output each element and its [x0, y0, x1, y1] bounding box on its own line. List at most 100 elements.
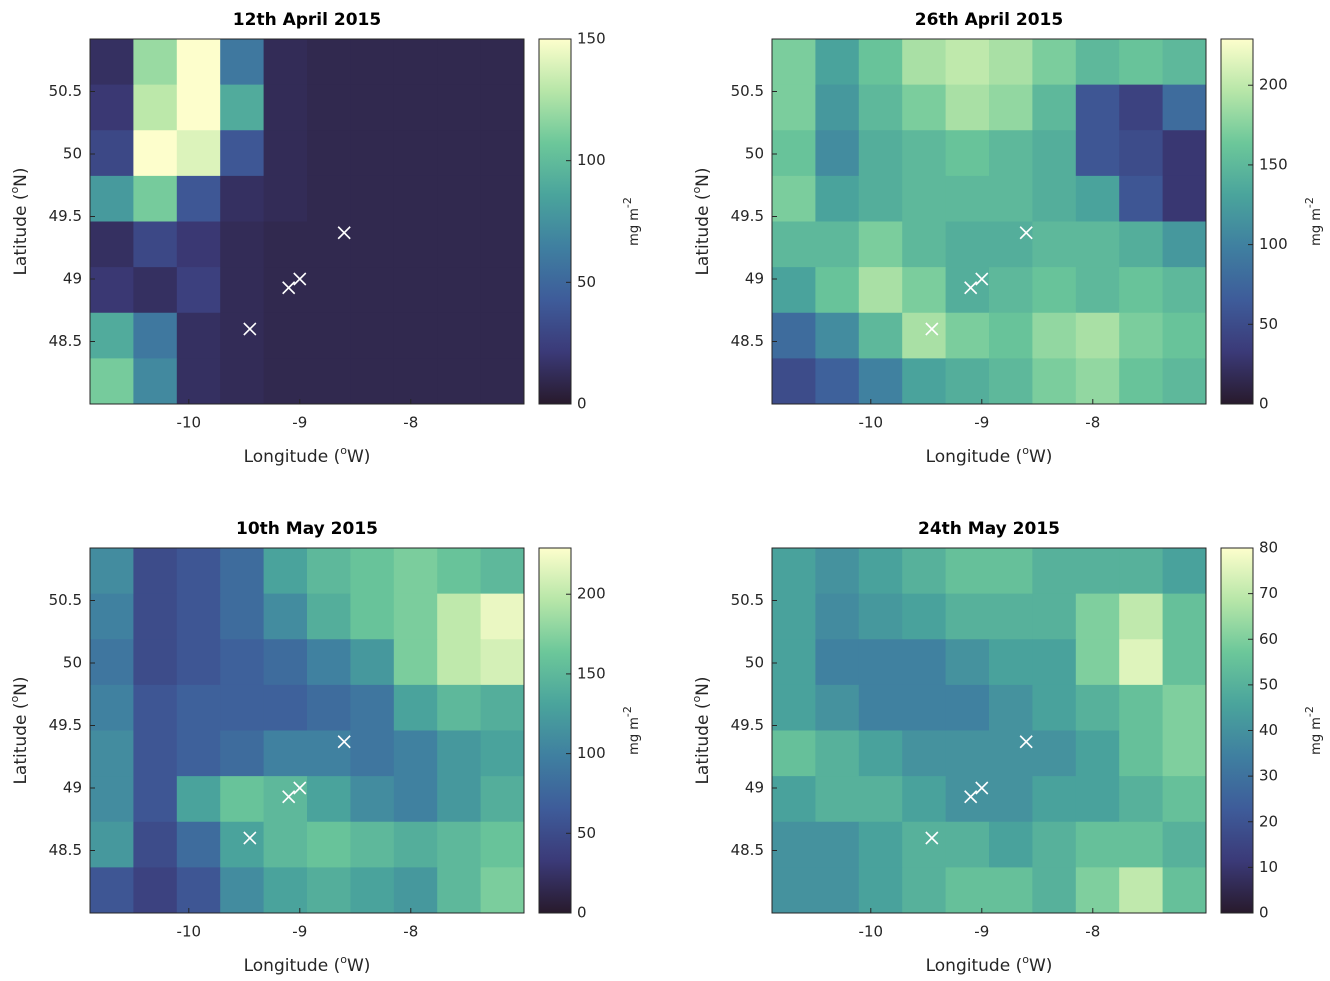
heatmap-cell [437, 730, 482, 777]
heatmap-cell [133, 730, 178, 777]
heatmap-cell [393, 639, 438, 686]
heatmap-cell [133, 548, 178, 595]
heatmap-cell [437, 358, 482, 405]
heatmap-cell [945, 730, 990, 777]
y-axis-label-part: o [690, 696, 703, 703]
heatmap-cell [307, 221, 351, 268]
heatmap-cell [945, 684, 990, 731]
heatmap-cell [815, 593, 860, 640]
heatmap-cell [1162, 358, 1207, 405]
x-axis-label-part: W) [347, 956, 370, 976]
heatmap-cell [772, 730, 816, 777]
heatmap-cell [480, 221, 525, 268]
y-tick-label: 50.5 [731, 82, 764, 100]
heatmap-cell [902, 130, 947, 177]
colorbar-label-part: -2 [621, 197, 634, 208]
heatmap-cell [90, 593, 134, 640]
heatmap-cell [220, 267, 265, 314]
station-marker [1019, 735, 1033, 749]
heatmap-cell [1162, 267, 1207, 314]
x-axis-label-part: Longitude ( [926, 447, 1023, 467]
heatmap-cell [220, 821, 265, 868]
heatmap-cell [1162, 175, 1207, 222]
panel-title: 12th April 2015 [233, 10, 381, 30]
heatmap-cell [1075, 130, 1120, 177]
heatmap-cell [1075, 267, 1120, 314]
heatmap-cell [133, 312, 178, 359]
heatmap-cell [1032, 639, 1077, 686]
heatmap-cell [989, 312, 1033, 359]
heatmap-cell [1032, 175, 1077, 222]
x-axis-label-part: o [1022, 953, 1029, 966]
heatmap-cell [437, 776, 482, 823]
colorbar-tick-label: 150 [577, 664, 606, 682]
station-marker [925, 831, 939, 845]
y-tick-label: 50 [63, 145, 82, 163]
heatmap-cell [1162, 39, 1207, 86]
heatmap-cell [1032, 548, 1077, 595]
heatmap-cell [393, 548, 438, 595]
heatmap-cell [350, 84, 395, 131]
heatmap-cell [176, 84, 221, 131]
heatmap-cell [480, 593, 525, 640]
heatmap-cell [858, 776, 903, 823]
heatmap-cell [263, 867, 308, 914]
heatmap-cell [772, 39, 816, 86]
heatmap-cell [945, 84, 990, 131]
heatmap-cell [902, 821, 947, 868]
heatmap-cell [815, 358, 860, 405]
heatmap-cell [220, 639, 265, 686]
heatmap-cell [945, 821, 990, 868]
x-axis-label-part: o [1022, 444, 1029, 457]
heatmap-cell [945, 221, 990, 268]
heatmap-cell [176, 267, 221, 314]
heatmap-cell [858, 684, 903, 731]
y-tick-label: 48.5 [49, 841, 82, 859]
heatmap-cell [393, 130, 438, 177]
y-tick-label: 48.5 [731, 332, 764, 350]
x-axis-label-part: W) [347, 447, 370, 467]
heatmap-cell [772, 312, 816, 359]
heatmap-cell [902, 593, 947, 640]
heatmap-cell [1032, 221, 1077, 268]
y-tick-label: 49 [745, 779, 764, 797]
heatmap-cell [393, 867, 438, 914]
heatmap-cell [1119, 548, 1164, 595]
heatmap-cell [220, 684, 265, 731]
heatmap-cell [989, 593, 1033, 640]
heatmap-cell [437, 639, 482, 686]
heatmap-cell [858, 639, 903, 686]
heatmap-cell [307, 730, 351, 777]
heatmap-cell [263, 684, 308, 731]
heatmap-cell [772, 639, 816, 686]
heatmap-cell [480, 130, 525, 177]
heatmap-cell [945, 39, 990, 86]
heatmap-cell [480, 867, 525, 914]
heatmap-cell [393, 358, 438, 405]
heatmap-cell [350, 267, 395, 314]
x-axis-label-part: W) [1029, 447, 1052, 467]
colorbar [1220, 38, 1254, 405]
panel-title: 10th May 2015 [236, 519, 378, 539]
colorbar-tick-label: 10 [1259, 858, 1278, 876]
heatmap-cell [133, 867, 178, 914]
station-marker [293, 272, 307, 286]
y-tick-label: 50 [63, 654, 82, 672]
plot-frame [89, 547, 525, 914]
heatmap-cell [437, 267, 482, 314]
heatmap-cell [437, 312, 482, 359]
heatmap-cell [858, 821, 903, 868]
heatmap-cell [945, 867, 990, 914]
heatmap-cell [350, 867, 395, 914]
heatmap-cell [263, 358, 308, 405]
heatmap-cell [480, 639, 525, 686]
heatmap-cell [176, 221, 221, 268]
y-axis-label: Latitude (oN) [8, 676, 32, 784]
heatmap-cell [989, 684, 1033, 731]
heatmap-cell [1075, 684, 1120, 731]
plot-frame [89, 38, 525, 405]
heatmap-cell [858, 312, 903, 359]
heatmap-cell [989, 267, 1033, 314]
heatmap-cell [945, 639, 990, 686]
heatmap-cell [772, 84, 816, 131]
